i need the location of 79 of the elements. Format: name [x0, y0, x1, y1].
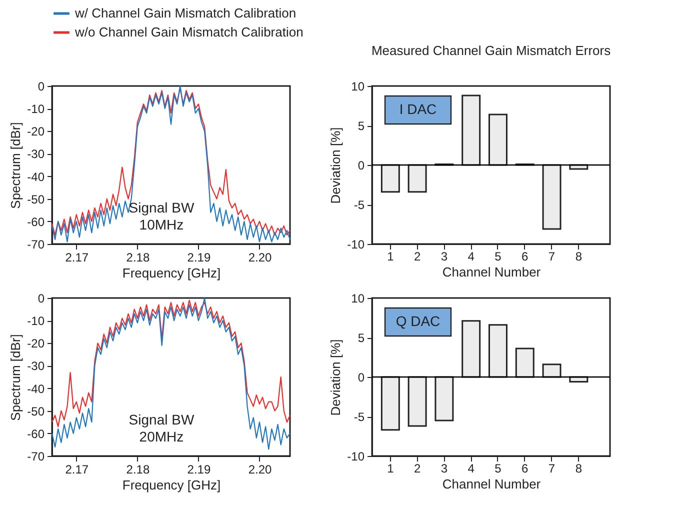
- x-tick-label: 1: [387, 250, 394, 264]
- y-axis-title: Deviation [%]: [328, 127, 344, 204]
- y-tick-label: -30: [27, 359, 45, 374]
- bar: [488, 324, 508, 378]
- x-tick-label: 2.18: [126, 250, 150, 264]
- x-tick-label: 4: [468, 462, 475, 476]
- x-tick-label: 7: [548, 250, 556, 264]
- x-axis-title: Channel Number: [442, 264, 542, 280]
- bar: [488, 114, 508, 166]
- x-tick-label: 3: [440, 250, 448, 264]
- y-tick-label: 0: [358, 370, 365, 384]
- bar: [380, 164, 400, 193]
- x-tick-label: 6: [522, 462, 529, 476]
- annotation: Signal BW 20MHz: [128, 411, 195, 444]
- y-tick-label: 10: [351, 80, 365, 94]
- line-series: [51, 297, 291, 450]
- y-tick-label: 0: [358, 158, 365, 172]
- y-tick-label: -10: [27, 102, 45, 116]
- y-tick-label: 5: [358, 119, 365, 133]
- x-axis-title: Frequency [GHz]: [122, 478, 221, 492]
- y-tick-label: -70: [27, 450, 45, 464]
- y-tick-label: -10: [347, 238, 365, 252]
- y-tick-label: -5: [354, 410, 365, 424]
- y-tick-label: 10: [351, 292, 365, 306]
- y-axis-title: Spectrum [dBr]: [8, 334, 24, 421]
- y-tick-label: -50: [27, 192, 45, 206]
- x-tick-label: 2.17: [65, 250, 89, 264]
- y-tick-label: -40: [27, 382, 45, 396]
- chart-title: Measured Channel Gain Mismatch Errors: [371, 43, 612, 58]
- legend-label: w/ Channel Gain Mismatch Calibration: [74, 6, 296, 20]
- x-tick-label: 8: [575, 462, 582, 476]
- bar: [542, 164, 562, 230]
- y-tick-label: -70: [27, 238, 45, 252]
- annotation: I DAC: [399, 101, 437, 117]
- y-tick-label: -60: [27, 426, 45, 441]
- x-tick-label: 5: [494, 462, 502, 476]
- x-tick-label: 4: [468, 250, 475, 264]
- y-axis-title: Spectrum [dBr]: [8, 122, 24, 209]
- x-tick-label: 2.18: [126, 462, 150, 476]
- annotation: Q DAC: [396, 313, 440, 329]
- x-axis-title: Channel Number: [442, 476, 542, 492]
- annotation: Signal BW 10MHz: [128, 199, 195, 232]
- bar: [542, 364, 562, 378]
- y-tick-label: 0: [38, 80, 45, 94]
- bar: [515, 348, 534, 378]
- bar: [462, 94, 481, 166]
- y-tick-label: -20: [27, 336, 45, 351]
- bar: [434, 376, 454, 422]
- x-tick-label: 1: [387, 462, 394, 476]
- bar: [408, 376, 427, 427]
- y-tick-label: -40: [27, 170, 45, 184]
- y-tick-label: -10: [27, 314, 45, 328]
- line-series: [51, 300, 291, 428]
- bar: [462, 320, 481, 378]
- legend-label: w/o Channel Gain Mismatch Calibration: [74, 24, 304, 40]
- x-tick-label: 6: [522, 250, 529, 264]
- bar: [380, 376, 400, 431]
- x-tick-label: 2.20: [248, 462, 272, 476]
- x-axis-title: Frequency [GHz]: [122, 266, 221, 280]
- y-tick-label: -10: [347, 450, 365, 464]
- x-tick-label: 2.20: [248, 250, 272, 264]
- y-tick-label: -60: [27, 214, 45, 229]
- x-tick-label: 2.17: [65, 462, 89, 476]
- x-tick-label: 2: [414, 462, 421, 476]
- y-tick-label: -30: [27, 147, 45, 162]
- x-tick-label: 2.19: [187, 462, 211, 476]
- x-tick-label: 7: [548, 462, 556, 476]
- x-tick-label: 8: [575, 250, 582, 264]
- y-tick-label: -5: [354, 198, 365, 212]
- y-tick-label: -50: [27, 404, 45, 418]
- y-axis-title: Deviation [%]: [328, 339, 344, 416]
- y-tick-label: -20: [27, 124, 45, 139]
- x-tick-label: 5: [494, 250, 502, 264]
- bar: [408, 164, 427, 193]
- x-tick-label: 2.19: [187, 250, 211, 264]
- y-tick-label: 5: [358, 331, 365, 345]
- y-tick-label: 0: [38, 292, 45, 306]
- x-tick-label: 3: [440, 462, 448, 476]
- x-tick-label: 2: [414, 250, 421, 264]
